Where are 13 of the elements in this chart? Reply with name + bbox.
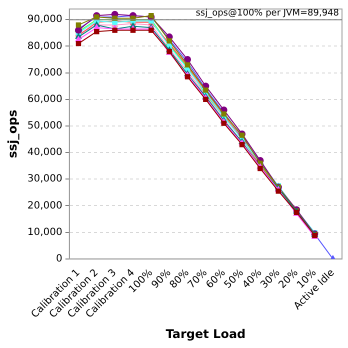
y-axis-title: ssj_ops (5, 110, 20, 158)
y-tick-label: 10,000 (27, 226, 62, 238)
y-tick-label: 90,000 (27, 14, 62, 26)
x-axis-title: Target Load (166, 326, 246, 341)
y-tick-label: 0 (56, 253, 62, 264)
y-tick-label: 20,000 (27, 200, 62, 212)
y-tick-label: 60,000 (27, 94, 62, 105)
y-tick-label: 80,000 (27, 40, 62, 52)
y-tick-label: 70,000 (27, 67, 62, 78)
ref-line-label: ssj_ops@100% per JVM=89,948 (196, 8, 340, 19)
y-tick-label: 40,000 (27, 147, 62, 158)
y-tick-label: 30,000 (27, 174, 62, 185)
y-tick-label: 50,000 (27, 120, 62, 132)
